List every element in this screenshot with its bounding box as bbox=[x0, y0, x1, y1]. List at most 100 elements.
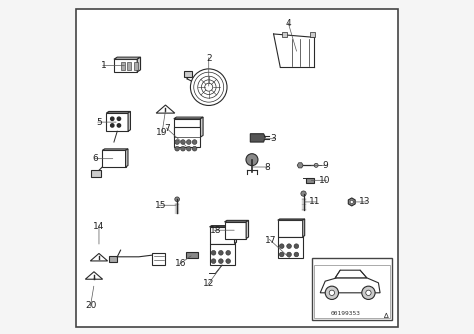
Polygon shape bbox=[174, 117, 203, 119]
Circle shape bbox=[219, 250, 223, 255]
Circle shape bbox=[301, 191, 306, 196]
Polygon shape bbox=[107, 112, 130, 113]
Polygon shape bbox=[114, 59, 137, 72]
Polygon shape bbox=[225, 220, 248, 222]
Circle shape bbox=[175, 140, 180, 144]
Circle shape bbox=[350, 200, 354, 204]
Bar bbox=[109, 256, 117, 262]
Circle shape bbox=[279, 252, 284, 257]
Circle shape bbox=[175, 197, 180, 202]
Polygon shape bbox=[126, 149, 128, 167]
Text: 16: 16 bbox=[175, 259, 186, 268]
Text: 00199353: 00199353 bbox=[330, 311, 360, 316]
Circle shape bbox=[219, 259, 223, 264]
Circle shape bbox=[294, 252, 299, 257]
Bar bbox=[310, 32, 315, 37]
Polygon shape bbox=[225, 222, 246, 238]
Circle shape bbox=[186, 140, 191, 144]
Polygon shape bbox=[320, 278, 380, 293]
Circle shape bbox=[362, 286, 375, 300]
Circle shape bbox=[226, 259, 230, 264]
Polygon shape bbox=[174, 119, 201, 137]
Bar bbox=[134, 62, 138, 69]
Polygon shape bbox=[102, 149, 128, 150]
Circle shape bbox=[246, 154, 258, 166]
Text: 1: 1 bbox=[101, 61, 107, 70]
Bar bbox=[210, 243, 235, 265]
Bar bbox=[313, 265, 390, 318]
Polygon shape bbox=[114, 57, 141, 59]
Bar bbox=[306, 178, 314, 183]
Bar bbox=[282, 32, 287, 37]
Text: 4: 4 bbox=[286, 19, 292, 28]
Circle shape bbox=[366, 290, 371, 296]
Polygon shape bbox=[210, 227, 235, 243]
Text: 8: 8 bbox=[264, 163, 270, 171]
Bar bbox=[152, 254, 165, 265]
Polygon shape bbox=[156, 105, 175, 113]
Circle shape bbox=[192, 146, 197, 151]
Text: 17: 17 bbox=[264, 236, 276, 245]
Polygon shape bbox=[91, 254, 108, 261]
Circle shape bbox=[186, 146, 191, 151]
Circle shape bbox=[329, 290, 335, 296]
Polygon shape bbox=[107, 113, 128, 131]
Circle shape bbox=[191, 69, 227, 106]
Polygon shape bbox=[278, 220, 303, 237]
Text: 6: 6 bbox=[93, 154, 99, 163]
Circle shape bbox=[287, 252, 292, 257]
Text: 18: 18 bbox=[210, 226, 221, 235]
Bar bbox=[174, 127, 201, 147]
Text: 13: 13 bbox=[359, 197, 371, 206]
Bar bbox=[127, 62, 131, 69]
Text: 9: 9 bbox=[322, 161, 328, 170]
Circle shape bbox=[325, 286, 338, 300]
Bar bbox=[278, 237, 303, 259]
Circle shape bbox=[192, 140, 197, 144]
Polygon shape bbox=[348, 198, 355, 206]
Circle shape bbox=[181, 140, 185, 144]
Polygon shape bbox=[201, 117, 203, 137]
Circle shape bbox=[181, 146, 185, 151]
Polygon shape bbox=[335, 270, 367, 278]
Text: 10: 10 bbox=[319, 176, 331, 185]
Polygon shape bbox=[102, 150, 126, 167]
Bar bbox=[184, 71, 192, 77]
Polygon shape bbox=[303, 219, 305, 237]
Circle shape bbox=[117, 124, 120, 127]
Circle shape bbox=[211, 259, 216, 264]
Text: 12: 12 bbox=[203, 279, 214, 288]
Bar bbox=[186, 253, 198, 259]
Polygon shape bbox=[85, 272, 103, 279]
Circle shape bbox=[211, 250, 216, 255]
Text: 5: 5 bbox=[96, 118, 102, 127]
Circle shape bbox=[110, 124, 114, 127]
Circle shape bbox=[314, 163, 318, 167]
Polygon shape bbox=[278, 219, 305, 220]
Text: 11: 11 bbox=[310, 197, 321, 206]
Polygon shape bbox=[297, 163, 303, 168]
Polygon shape bbox=[235, 226, 237, 243]
Circle shape bbox=[287, 244, 292, 248]
Polygon shape bbox=[210, 226, 237, 227]
Text: 19: 19 bbox=[156, 128, 168, 137]
Circle shape bbox=[110, 117, 114, 121]
Polygon shape bbox=[250, 134, 265, 142]
Circle shape bbox=[175, 146, 180, 151]
Circle shape bbox=[294, 244, 299, 248]
Bar bbox=[91, 170, 100, 177]
Text: 20: 20 bbox=[85, 301, 96, 310]
Polygon shape bbox=[246, 220, 248, 238]
Polygon shape bbox=[384, 313, 388, 318]
Bar bbox=[312, 259, 392, 320]
Text: 2: 2 bbox=[206, 54, 211, 63]
Bar bbox=[120, 62, 125, 69]
Polygon shape bbox=[128, 112, 130, 131]
Circle shape bbox=[279, 244, 284, 248]
Polygon shape bbox=[137, 57, 141, 72]
Text: 14: 14 bbox=[93, 222, 105, 231]
Text: 3: 3 bbox=[271, 134, 276, 143]
Text: 15: 15 bbox=[155, 201, 166, 210]
Circle shape bbox=[226, 250, 230, 255]
Circle shape bbox=[117, 117, 120, 121]
